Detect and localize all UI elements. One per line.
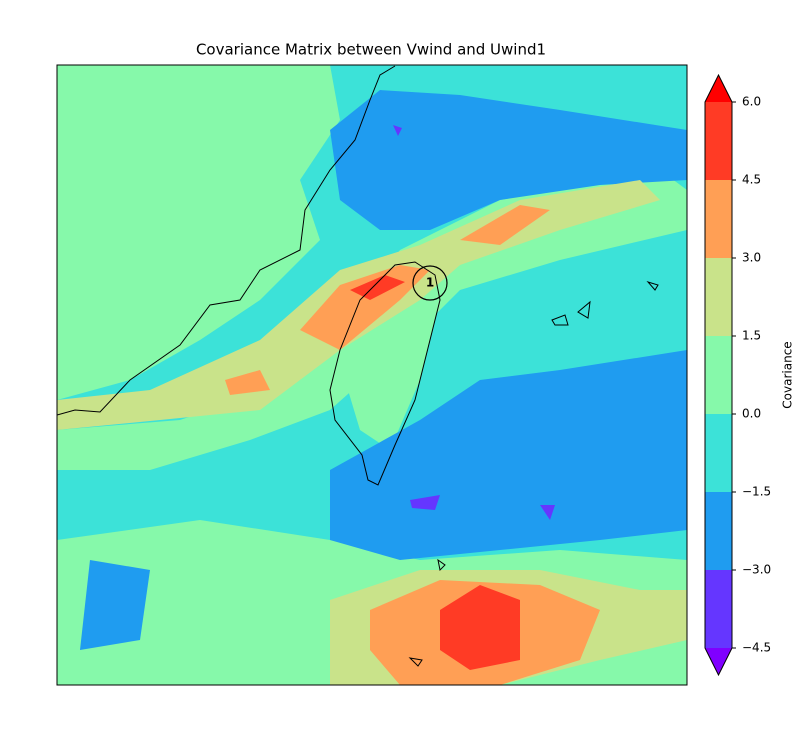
field bbox=[540, 505, 555, 520]
coastline bbox=[329, 261, 441, 486]
field bbox=[410, 495, 440, 510]
field bbox=[225, 370, 270, 395]
map bbox=[57, 65, 687, 685]
colorbar-band bbox=[705, 492, 732, 570]
colorbar-tick-label: −4.5 bbox=[742, 641, 771, 655]
field bbox=[80, 560, 150, 650]
colorbar-over bbox=[705, 75, 732, 102]
colorbar-tick-label: −1.5 bbox=[742, 485, 771, 499]
colorbar-band bbox=[705, 414, 732, 492]
field bbox=[330, 90, 687, 230]
map-frame bbox=[56, 64, 688, 686]
field bbox=[350, 275, 405, 300]
marker-circle bbox=[412, 265, 448, 301]
colorbar-band bbox=[705, 336, 732, 414]
colorbar-band bbox=[705, 180, 732, 258]
coastline bbox=[408, 281, 659, 667]
colorbar-band bbox=[705, 258, 732, 336]
colorbar-tick-label: −3.0 bbox=[742, 563, 771, 577]
chart-title: Covariance Matrix between Vwind and Uwin… bbox=[196, 41, 546, 59]
colorbar-tick-label: 4.5 bbox=[742, 173, 761, 187]
field bbox=[460, 205, 550, 245]
field bbox=[300, 265, 430, 350]
marker-label: 1 bbox=[426, 276, 434, 290]
coastline bbox=[57, 65, 396, 416]
field bbox=[57, 65, 340, 400]
colorbar-band bbox=[705, 102, 732, 180]
colorbar-tick-label: 6.0 bbox=[742, 95, 761, 109]
colorbar-label: Covariance bbox=[781, 341, 795, 408]
field bbox=[440, 585, 520, 670]
field bbox=[393, 125, 402, 136]
colorbar-tick-label: 1.5 bbox=[742, 329, 761, 343]
colorbar-tick-label: 3.0 bbox=[742, 251, 761, 265]
colorbar-tick-label: 0.0 bbox=[742, 407, 761, 421]
colorbar-under bbox=[705, 648, 732, 675]
colorbar-band bbox=[705, 570, 732, 648]
